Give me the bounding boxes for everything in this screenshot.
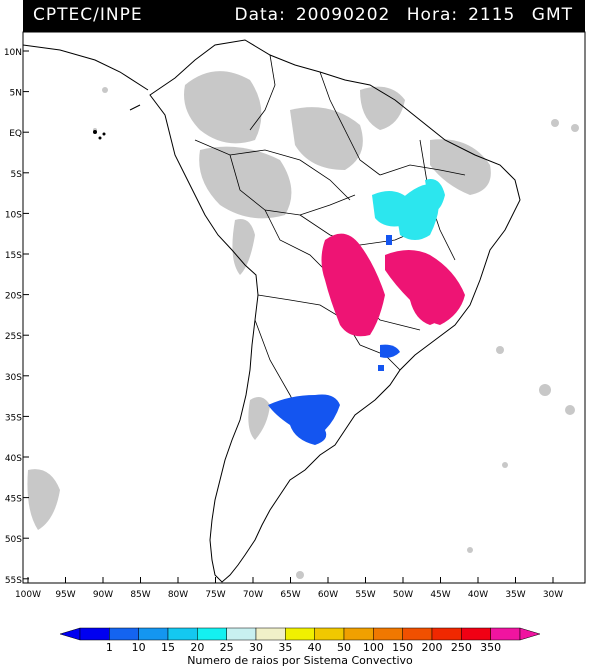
central-america [22,44,149,111]
longitude-label: 60W [318,590,338,600]
legend-swatch [431,627,462,641]
time-value: 2115 [468,5,516,25]
legend-tick-label: 100 [363,641,384,654]
legend-swatch [402,627,433,641]
latitude-label: 10S [5,210,22,220]
latitude-label: 5N [10,89,22,99]
legend-swatch [314,627,345,641]
cloud-cover [27,71,579,579]
agency-label: CPTEC/INPE [33,5,143,25]
longitude-label: 90W [93,590,113,600]
longitude-label: 50W [393,590,413,600]
latitude-label: 40S [5,454,22,464]
legend-swatch [373,627,403,641]
latitude-label: 25S [5,332,22,342]
latitude-axis: 10N 5N EQ 5S 10S 15S 20S 25S 30S 35S 40S 45S 50S 55S [4,48,29,586]
longitude-label: 95W [55,590,75,600]
header-bar: CPTEC/INPE Data: 20090202 Hora: 2115 GMT [23,0,585,32]
latitude-label: EQ [9,129,22,139]
time-zone: GMT [531,5,573,25]
islands [93,130,106,140]
latitude-label: 15S [5,251,22,261]
legend-arrow-left [59,627,81,641]
longitude-label: 75W [205,590,225,600]
longitude-label: 30W [543,590,563,600]
longitude-label: 35W [505,590,525,600]
latitude-label: 55S [5,576,22,586]
longitude-label: 85W [130,590,150,600]
latitude-label: 35S [5,413,22,423]
legend-swatch [138,627,169,641]
legend-tick-label: 35 [278,641,292,654]
legend-swatch [226,627,257,641]
legend-tick-label: 10 [132,641,146,654]
convective-cyan [372,179,445,240]
legend-tick-label: 40 [308,641,322,654]
legend-tick-label: 50 [337,641,351,654]
legend-swatch [109,627,139,641]
legend-tick-label: 25 [220,641,234,654]
latitude-label: 45S [5,495,22,505]
legend-swatch [343,627,374,641]
timestamp: Data: 20090202 Hora: 2115 GMT [225,5,574,25]
legend-tick-label: 30 [249,641,263,654]
legend-swatch [197,627,227,641]
legend-tick-label: 350 [480,641,501,654]
legend-swatch [285,627,315,641]
latitude-label: 30S [5,373,22,383]
south-america-coastline [149,39,521,583]
legend-tick-label: 250 [451,641,472,654]
longitude-axis: 100W 95W 90W 85W 80W 75W 70W 65W 60W 55W 50W 45W 40W… [15,577,563,600]
legend-tick-label: 20 [190,641,204,654]
date-label: Data: [234,5,286,25]
longitude-label: 100W [15,590,41,600]
legend-swatch [79,627,110,641]
legend-tick-label: 1 [106,641,113,654]
legend-swatch [461,627,491,641]
legend-caption: Numero de raios por Sistema Convectivo [187,654,413,667]
longitude-label: 55W [355,590,375,600]
color-scale-legend: 1 10 15 20 25 30 35 40 50 100 150 200 250 350 [59,627,541,654]
legend-swatch [490,627,521,641]
legend-swatch [255,627,286,641]
latitude-label: 50S [5,535,22,545]
longitude-label: 40W [468,590,488,600]
date-value: 20090202 [295,5,391,25]
legend-swatch [167,627,198,641]
longitude-label: 80W [168,590,188,600]
legend-tick-label: 150 [392,641,413,654]
longitude-label: 45W [430,590,450,600]
latitude-label: 5S [11,170,23,180]
legend-arrow-right [519,627,541,641]
longitude-label: 65W [280,590,300,600]
latitude-label: 10N [4,48,22,58]
longitude-label: 70W [243,590,263,600]
convective-blue [268,235,400,445]
convective-magenta [321,233,465,337]
legend-tick-label: 200 [422,641,443,654]
time-label: Hora: [406,5,459,25]
legend-tick-label: 15 [161,641,175,654]
latitude-label: 20S [5,292,22,302]
